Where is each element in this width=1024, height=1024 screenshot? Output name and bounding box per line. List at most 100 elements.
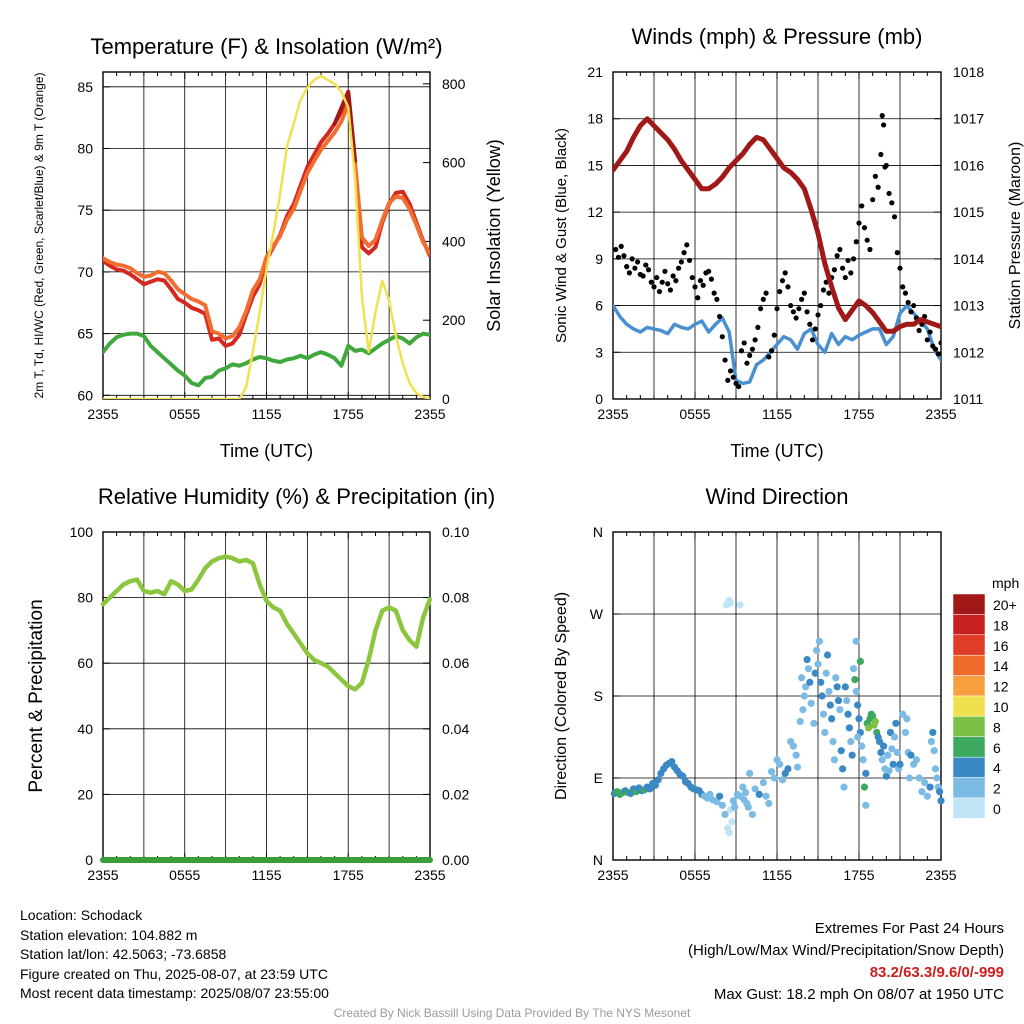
x-tick-label: 0555 <box>169 406 200 422</box>
direction-point <box>841 683 849 691</box>
direction-point <box>858 742 866 750</box>
direction-point <box>803 655 811 664</box>
gust-point <box>678 259 684 265</box>
x-tick-label: 2355 <box>87 406 118 422</box>
panel-1: 2355 0555 1155 1755 2355 60 65 70 75 80 85 0 200 400 6… <box>32 34 504 461</box>
gust-point <box>722 357 728 363</box>
y-axis-label: Direction (Colored By Speed) <box>553 592 570 800</box>
y-tick-label: 9 <box>595 251 603 267</box>
gust-point <box>654 274 660 281</box>
y-tick-label: 0 <box>595 391 603 407</box>
gust-point <box>924 337 930 343</box>
direction-point <box>845 724 854 732</box>
gust-point <box>790 309 797 315</box>
x-tick-label: 1155 <box>251 867 281 883</box>
x-tick-label: 1755 <box>843 406 874 422</box>
y2-axis-label: Solar Insolation (Yellow) <box>484 139 504 331</box>
x-axis-label: Time (UTC) <box>730 441 823 461</box>
y2-tick-label: 0.00 <box>442 852 469 868</box>
y-tick-label: 21 <box>587 64 603 80</box>
x-tick-label: 1755 <box>333 406 364 422</box>
gust-point <box>662 268 668 274</box>
direction-point <box>833 683 841 691</box>
gust-point <box>749 346 756 352</box>
direction-point <box>849 665 858 673</box>
gust-point <box>686 257 693 264</box>
direction-point <box>806 678 814 686</box>
direction-point <box>804 665 813 673</box>
direction-point <box>856 657 864 665</box>
direction-point <box>755 790 763 799</box>
gust-point <box>779 278 786 284</box>
gust-point <box>916 327 922 334</box>
legend-label: 2 <box>993 781 1001 797</box>
direction-point <box>885 767 893 775</box>
direction-point <box>817 678 825 686</box>
direction-point <box>826 701 834 709</box>
direction-point <box>837 747 845 755</box>
direction-point <box>839 765 847 773</box>
direction-point <box>912 756 921 764</box>
y2-tick-label: 0.02 <box>442 786 469 802</box>
gust-point <box>900 284 906 290</box>
gust-point <box>812 326 818 332</box>
direction-point <box>718 801 726 809</box>
gust-point <box>640 273 646 279</box>
gust-point <box>717 313 723 320</box>
gust-point <box>799 296 805 302</box>
direction-point <box>646 785 654 793</box>
temperature-series-5 <box>103 74 430 399</box>
direction-point <box>854 701 862 709</box>
direction-point <box>890 733 899 741</box>
direction-point <box>832 674 840 682</box>
direction-point <box>799 706 807 714</box>
gust-point <box>840 265 846 271</box>
gust-point <box>782 270 788 276</box>
direction-point <box>896 760 904 768</box>
extremes-title: Extremes For Past 24 Hours <box>814 920 1004 937</box>
gust-point <box>785 284 791 290</box>
direction-point <box>878 756 886 764</box>
gust-point <box>878 151 884 158</box>
direction-point <box>852 687 860 696</box>
y-tick-label: 100 <box>70 524 94 540</box>
y-axis-label: Sonic Wind & Gust (Blue, Black) <box>553 128 570 343</box>
panel-2: 2355 0555 1155 1755 235503691215182110111012… <box>553 24 1024 461</box>
y2-tick-label: 400 <box>442 233 466 249</box>
gust-point <box>872 173 879 179</box>
y2-tick-label: 1013 <box>953 298 984 314</box>
direction-point <box>668 758 676 766</box>
gust-point <box>809 337 816 343</box>
direction-point <box>813 646 821 655</box>
gust-point <box>684 242 690 248</box>
direction-point <box>933 774 941 782</box>
x-tick-label: 0555 <box>169 867 200 883</box>
gust-point <box>788 302 794 309</box>
sonic-wind-line <box>613 303 941 386</box>
gust-point <box>842 274 848 281</box>
x-tick-label: 2355 <box>925 867 956 883</box>
direction-point <box>915 774 923 782</box>
direction-point <box>751 785 759 793</box>
gust-point <box>911 302 917 309</box>
gust-point <box>870 197 876 203</box>
gust-point <box>760 296 766 302</box>
y-tick-label: 12 <box>587 204 603 220</box>
legend-label: 0 <box>993 801 1001 817</box>
legend-label: 18 <box>993 617 1009 633</box>
gust-point <box>656 288 663 295</box>
gust-point <box>755 324 761 330</box>
temperature-series-2 <box>103 102 430 341</box>
y-tick-label: N <box>593 852 603 868</box>
direction-point <box>830 756 839 764</box>
y-tick-label: 85 <box>77 79 93 95</box>
gust-point <box>894 250 900 256</box>
direction-point <box>811 669 819 677</box>
gust-point <box>922 313 928 320</box>
y-axis-label: 2m T, Td, HI/WC (Red, Green, Scarlet/Blu… <box>32 73 46 399</box>
figure-created: Figure created on Thu, 2025-08-07, at 23… <box>20 965 328 982</box>
gust-point <box>875 184 881 190</box>
direction-point <box>823 651 832 659</box>
gust-point <box>908 309 914 315</box>
